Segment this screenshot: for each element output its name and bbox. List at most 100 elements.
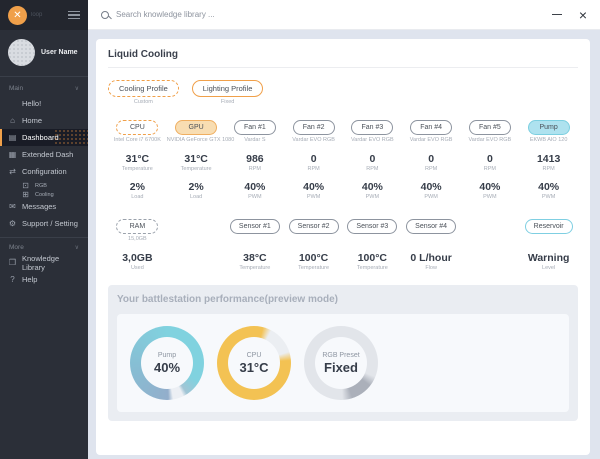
stat-value: 2%	[188, 181, 204, 193]
cpu-pill[interactable]: CPU	[116, 120, 159, 135]
device-subtitle	[226, 236, 285, 243]
gauge-pump: Pump 40%	[130, 326, 204, 400]
window-controls: ×	[551, 6, 587, 23]
sidebar-item-home[interactable]: ⌂ Home	[0, 112, 88, 129]
sensor-3-pill[interactable]: Sensor #3	[347, 219, 398, 234]
minimize-button[interactable]	[551, 13, 562, 16]
sensor-card-sensor-2: Sensor #2 100°C Temperature	[284, 215, 343, 271]
sidebar-item-cooling[interactable]: ⊞ Cooling	[0, 190, 88, 199]
gauge-rgb-preset: RGB Preset Fixed	[304, 326, 378, 400]
device-card-fan-4: Fan #4 Vardar EVO RGB 0 RPM 40% PWM	[402, 116, 461, 200]
stat-value: 0	[369, 153, 376, 165]
close-button[interactable]: ×	[578, 6, 587, 23]
stat-label: Temperature	[121, 166, 153, 172]
fan-2-pill[interactable]: Fan #2	[292, 120, 335, 135]
stat-value: 3,0GB	[122, 252, 153, 264]
sidebar-item-label: Messages	[22, 202, 57, 211]
sidebar-section-more[interactable]: More ∨	[0, 238, 88, 254]
stat-value: 0	[310, 153, 317, 165]
stat-label: RPM	[483, 166, 496, 172]
hamburger-menu-icon[interactable]	[68, 10, 80, 20]
sensor-grid: RAM 15,0GB 3,0GB Used Sensor #1 38°C Temperatu…	[108, 215, 578, 271]
sidebar-item-configuration[interactable]: ⇄ Configuration	[0, 163, 88, 180]
avatar	[8, 39, 35, 66]
gauge-cpu: CPU 31°C	[217, 326, 291, 400]
stat-label: PWM	[365, 194, 380, 200]
extended-dash-icon: ▦	[8, 150, 17, 159]
sidebar-item-messages[interactable]: ✉ Messages	[0, 198, 88, 215]
user-profile[interactable]: User Name	[0, 30, 88, 77]
sidebar-item-label: Help	[22, 275, 38, 284]
sidebar-item-knowledge-library[interactable]: ❒ Knowledge Library	[0, 254, 88, 272]
stat-label: Used	[130, 265, 144, 271]
stat-value: 0 L/hour	[410, 252, 452, 264]
pump-pill[interactable]: Pump	[527, 120, 570, 135]
reservoir-pill[interactable]: Reservoir	[524, 219, 573, 234]
stat-label: Load	[131, 194, 144, 200]
ram-pill[interactable]: RAM	[116, 219, 159, 234]
sensor-1-pill[interactable]: Sensor #1	[229, 219, 280, 234]
sidebar-item-hello[interactable]: Hello!	[0, 95, 88, 112]
profile-caption: Custom	[133, 99, 153, 105]
sidebar-item-label: RGB	[35, 182, 47, 189]
device-subtitle	[343, 236, 402, 243]
performance-panel: Your battlestation performance(preview m…	[108, 285, 578, 421]
stat-value: 1413	[536, 153, 561, 165]
profile-cooling-profile: Cooling Profile Custom	[108, 78, 179, 105]
search-input[interactable]	[116, 10, 552, 19]
stat-label: RPM	[307, 166, 320, 172]
stat-label: RPM	[542, 166, 555, 172]
sidebar-item-support-setting[interactable]: ⚙ Support / Setting	[0, 215, 88, 232]
liquid-cooling-card: Liquid Cooling Cooling Profile Custom Ligh…	[96, 39, 590, 455]
sidebar-item-label: Home	[22, 116, 43, 125]
device-subtitle: Vardar EVO RGB	[292, 137, 335, 143]
sensor-card-sensor-1: Sensor #1 38°C Temperature	[226, 215, 285, 271]
sidebar-section-main[interactable]: Main ∨	[0, 79, 88, 95]
fan-3-pill[interactable]: Fan #3	[351, 120, 394, 135]
device-subtitle	[519, 236, 578, 243]
sidebar-item-extended-dash[interactable]: ▦ Extended Dash	[0, 146, 88, 163]
profile-lighting-profile: Lighting Profile Fixed	[191, 78, 264, 105]
section-label: More	[9, 244, 24, 251]
cooling-profile-button[interactable]: Cooling Profile	[108, 80, 179, 97]
lighting-profile-button[interactable]: Lighting Profile	[191, 80, 264, 97]
gpu-pill[interactable]: GPU	[175, 120, 218, 135]
device-subtitle: Vardar EVO RGB	[351, 137, 394, 143]
sensor-card-sensor-3: Sensor #3 100°C Temperature	[343, 215, 402, 271]
sidebar-item-help[interactable]: ? Help	[0, 271, 88, 288]
section-label: Main	[9, 85, 24, 92]
sensor-4-pill[interactable]: Sensor #4	[406, 219, 457, 234]
support-icon: ⚙	[8, 219, 17, 228]
sidebar-item-dashboard[interactable]: ▤ Dashboard	[0, 129, 88, 146]
device-subtitle: NVIDIA GeForce GTX 1080	[166, 137, 235, 143]
profile-caption: Fixed	[220, 99, 235, 105]
stat-label: Temperature	[356, 265, 388, 271]
logo-wordmark: loop	[31, 12, 43, 18]
fan-1-pill[interactable]: Fan #1	[233, 120, 276, 135]
device-subtitle: EKWB AIO 120	[529, 137, 568, 143]
sidebar-item-label: Extended Dash	[22, 150, 74, 159]
rgb-icon: ⊡	[22, 181, 29, 190]
device-card-fan-3: Fan #3 Vardar EVO RGB 0 RPM 40% PWM	[343, 116, 402, 200]
sensor-card-reservoir: Reservoir Warning Level	[519, 215, 578, 271]
sidebar-item-label: Hello!	[22, 99, 42, 108]
stat-value: 100°C	[357, 252, 388, 264]
sidebar-item-label: Support / Setting	[22, 219, 78, 228]
device-card-fan-2: Fan #2 Vardar EVO RGB 0 RPM 40% PWM	[284, 116, 343, 200]
stat-label: PWM	[483, 194, 497, 200]
sidebar-item-rgb[interactable]: ⊡ RGB	[0, 181, 88, 190]
sensor-2-pill[interactable]: Sensor #2	[288, 219, 339, 234]
stat-value: 40%	[303, 181, 325, 193]
stat-value: 100°C	[298, 252, 329, 264]
stat-value: 40%	[479, 181, 501, 193]
stat-value: 40%	[538, 181, 560, 193]
device-grid: CPU Intel Core i7 6700K 31°C Temperature 2% L…	[108, 116, 578, 200]
fan-4-pill[interactable]: Fan #4	[410, 120, 453, 135]
stat-label: Temperature	[298, 265, 330, 271]
stat-value: 986	[246, 153, 264, 165]
stat-value: 0	[428, 153, 435, 165]
device-card-fan-1: Fan #1 Vardar S 986 RPM 40% PWM	[226, 116, 285, 200]
sensor-card-ram: RAM 15,0GB 3,0GB Used	[108, 215, 167, 271]
fan-5-pill[interactable]: Fan #5	[468, 120, 511, 135]
stat-label: Temperature	[239, 265, 271, 271]
